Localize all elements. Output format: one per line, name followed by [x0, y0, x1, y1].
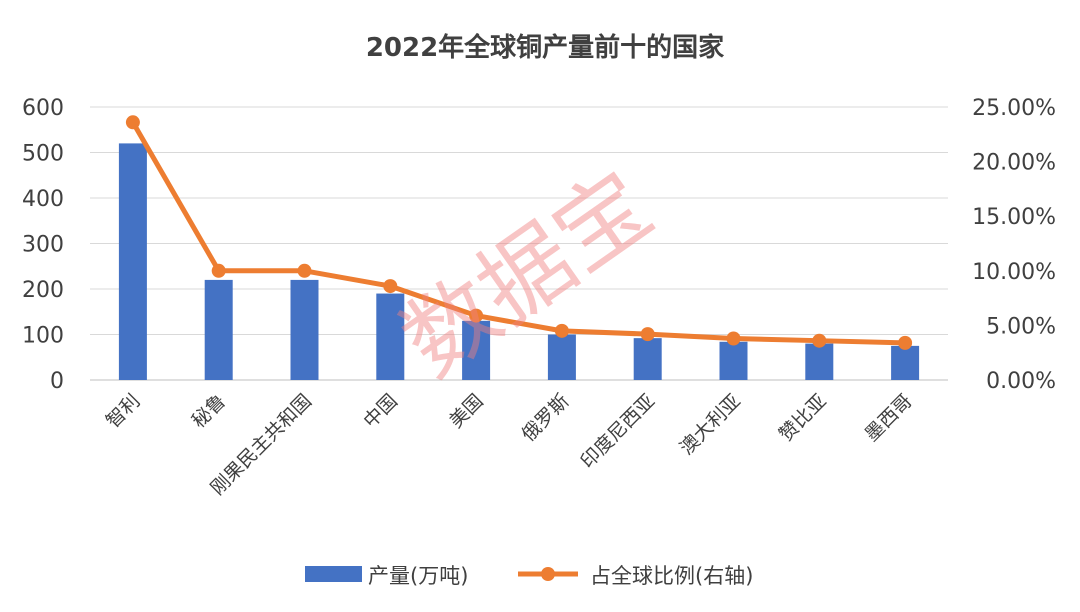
line-point	[554, 323, 569, 338]
bar	[891, 345, 920, 380]
legend-label-production: 产量(万吨)	[368, 564, 468, 588]
right-tick-label: 25.00%	[972, 96, 1056, 121]
chart-title: 2022年全球铜产量前十的国家	[366, 32, 724, 63]
line-point	[211, 263, 226, 278]
category-label: 中国	[359, 390, 401, 432]
left-tick-label: 200	[22, 278, 64, 303]
legend-label-share: 占全球比例(右轴)	[590, 564, 753, 588]
line-point	[125, 115, 140, 130]
bar-series	[118, 143, 920, 380]
bar	[204, 279, 233, 380]
bar	[462, 320, 491, 380]
bar	[805, 343, 834, 380]
left-tick-label: 100	[22, 324, 64, 349]
right-tick-label: 15.00%	[972, 205, 1056, 230]
line-point	[726, 331, 741, 346]
bar	[376, 293, 405, 380]
bar	[118, 143, 147, 380]
line-point	[469, 308, 484, 323]
bar	[290, 279, 319, 380]
category-label: 秘鲁	[188, 390, 230, 432]
legend-swatch-marker	[541, 567, 555, 581]
left-axis-ticks: 0 100 200 300 400 500 600	[22, 96, 64, 394]
bar	[633, 338, 662, 380]
category-label: 印度尼西亚	[576, 390, 659, 473]
category-label: 澳大利亚	[676, 390, 745, 459]
left-tick-label: 0	[50, 369, 64, 394]
series-line	[130, 119, 908, 346]
watermark-text: 数据宝	[383, 151, 670, 397]
left-tick-label: 500	[22, 142, 64, 167]
category-label: 俄罗斯	[518, 390, 574, 446]
left-tick-label: 300	[22, 233, 64, 258]
right-tick-label: 10.00%	[972, 260, 1056, 285]
category-label: 智利	[102, 390, 144, 432]
line-point	[297, 263, 312, 278]
right-axis-ticks: 0.00% 5.00% 10.00% 15.00% 20.00% 25.00%	[972, 96, 1056, 394]
category-label: 墨西哥	[861, 390, 917, 446]
left-tick-label: 600	[22, 96, 64, 121]
bar	[719, 341, 748, 380]
line-point	[383, 279, 398, 294]
left-tick-label: 400	[22, 187, 64, 212]
right-tick-label: 5.00%	[986, 314, 1056, 339]
right-tick-label: 0.00%	[986, 369, 1056, 394]
bar	[547, 334, 576, 380]
line-point	[640, 327, 655, 342]
category-label: 赞比亚	[775, 390, 831, 446]
line-series	[125, 115, 913, 350]
category-label: 美国	[445, 390, 487, 432]
line-point	[898, 335, 913, 350]
line-point	[812, 333, 827, 348]
legend-swatch-bar	[305, 566, 362, 582]
legend: 产量(万吨) 占全球比例(右轴)	[305, 564, 753, 588]
gridlines	[90, 106, 948, 381]
right-tick-label: 20.00%	[972, 151, 1056, 176]
